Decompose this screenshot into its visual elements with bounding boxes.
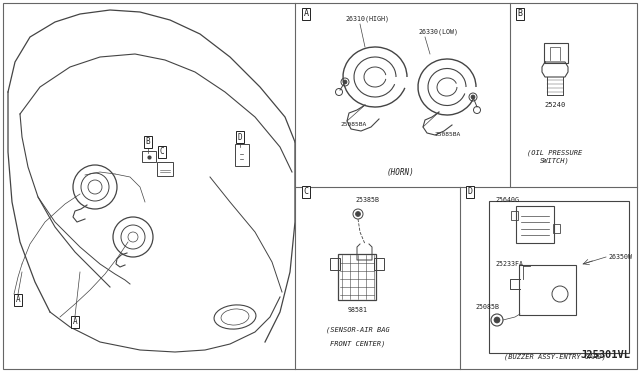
Text: D: D [467,187,472,196]
Text: D: D [237,132,243,141]
Text: A: A [16,295,20,305]
Circle shape [355,212,360,217]
Text: B: B [146,138,150,147]
Text: B: B [518,10,522,19]
Text: 26350W: 26350W [608,254,632,260]
Text: FRONT CENTER): FRONT CENTER) [330,341,386,347]
Text: (OIL PRESSURE
SWITCH): (OIL PRESSURE SWITCH) [527,150,582,164]
Text: 25233FA: 25233FA [495,261,523,267]
Circle shape [494,317,500,323]
Text: 98581: 98581 [348,307,368,313]
Text: 26330(LOW): 26330(LOW) [418,29,458,35]
Text: C: C [160,148,164,157]
Circle shape [471,95,475,99]
Text: 26310(HIGH): 26310(HIGH) [345,16,389,22]
Text: 25085BA: 25085BA [434,131,460,137]
Text: 25240: 25240 [545,102,566,108]
Text: (BUZZER ASSY-ENTRY CARD): (BUZZER ASSY-ENTRY CARD) [504,354,606,360]
Text: A: A [73,317,77,327]
Text: J25301VL: J25301VL [580,350,630,360]
Text: A: A [303,10,308,19]
Text: (HORN): (HORN) [386,167,414,176]
Text: 25385B: 25385B [355,197,379,203]
Text: 25085B: 25085B [475,304,499,310]
Text: C: C [303,187,308,196]
Text: (SENSOR-AIR BAG: (SENSOR-AIR BAG [326,327,390,333]
Circle shape [343,80,347,84]
Text: 25640G: 25640G [495,197,519,203]
Text: 25085BA: 25085BA [340,122,366,126]
